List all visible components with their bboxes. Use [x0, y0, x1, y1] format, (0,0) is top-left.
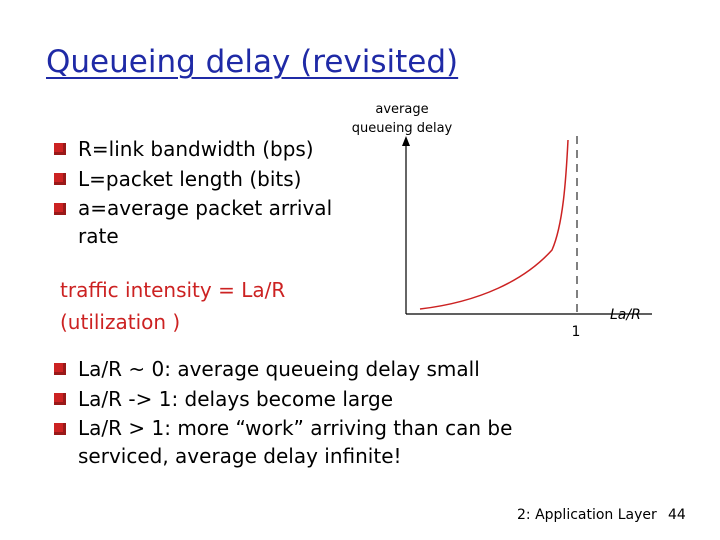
bullet-text: a=average packet arrival rate [78, 196, 333, 248]
bullet-text: La/R ~ 0: average queueing delay small [78, 357, 480, 381]
traffic-intensity-line: traffic intensity = La/R [60, 278, 286, 302]
bullet-item: R=link bandwidth (bps) [54, 134, 354, 164]
bullet-text: L=packet length (bits) [78, 167, 302, 191]
bullet-square-icon [54, 423, 66, 435]
queueing-delay-diagram: average queueing delay 1 La/R [352, 102, 652, 340]
bullet-square-icon [54, 143, 66, 155]
traffic-intensity-note: traffic intensity = La/R (utilization ) [60, 274, 285, 338]
bullet-text: R=link bandwidth (bps) [78, 137, 314, 161]
bullet-text: La/R > 1: more “work” arriving than can … [78, 416, 513, 468]
bullet-item: L=packet length (bits) [54, 164, 354, 194]
page-number: 44 [668, 507, 686, 523]
bullet-list-observations: La/R ~ 0: average queueing delay small L… [54, 354, 574, 470]
bullet-text: La/R -> 1: delays become large [78, 387, 394, 411]
bullet-square-icon [54, 393, 66, 405]
x-axis-label: La/R [610, 307, 641, 323]
x-tick-label: 1 [572, 324, 581, 340]
bullet-item: La/R -> 1: delays become large [54, 384, 574, 414]
y-axis-label-line2: queueing delay [352, 121, 453, 136]
bullet-item: La/R ~ 0: average queueing delay small [54, 354, 574, 384]
bullet-item: La/R > 1: more “work” arriving than can … [54, 414, 574, 470]
utilization-line: (utilization ) [60, 310, 181, 334]
bullet-square-icon [54, 363, 66, 375]
bullet-square-icon [54, 173, 66, 185]
bullet-square-icon [54, 203, 66, 215]
footer-chapter: 2: Application Layer [517, 507, 657, 523]
y-axis-label-line1: average [375, 102, 428, 117]
bullet-list-definitions: R=link bandwidth (bps) L=packet length (… [54, 134, 354, 250]
delay-curve [419, 139, 569, 310]
bullet-item: a=average packet arrival rate [54, 194, 354, 250]
slide-title: Queueing delay (revisited) [46, 44, 459, 80]
y-axis-arrowhead-icon [402, 136, 410, 146]
